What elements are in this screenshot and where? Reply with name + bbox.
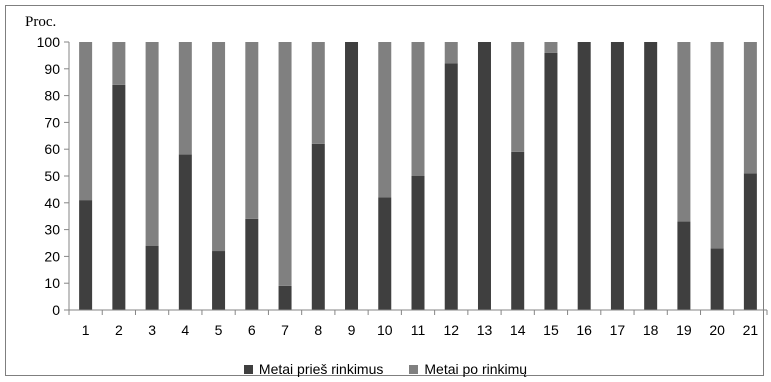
bar-before-18 — [644, 42, 658, 310]
bar-before-2 — [112, 84, 126, 310]
bar-after-21 — [743, 42, 757, 174]
bar-before-9 — [345, 42, 359, 310]
y-tick-label-0: 0 — [52, 302, 60, 318]
x-tick-label-6: 6 — [248, 322, 256, 338]
x-tick-label-4: 4 — [181, 322, 189, 338]
y-tick-label-50: 50 — [44, 168, 60, 184]
y-ticks-group: 0 10 20 30 40 50 60 70 80 90 100 — [37, 34, 61, 318]
bar-before-6 — [245, 218, 259, 310]
bar-before-14 — [511, 151, 525, 310]
x-tick-label-11: 11 — [411, 322, 426, 338]
x-tick-label-13: 13 — [477, 322, 493, 338]
bar-before-21 — [743, 173, 757, 310]
bar-after-6 — [245, 42, 259, 219]
y-tick-label-10: 10 — [44, 275, 60, 291]
x-tick-label-7: 7 — [281, 322, 289, 338]
x-tick-label-21: 21 — [743, 322, 759, 338]
y-tick-label-70: 70 — [44, 114, 60, 130]
bar-after-2 — [112, 42, 126, 85]
bar-after-8 — [311, 42, 325, 144]
bar-after-1 — [79, 42, 93, 201]
y-tick-label-60: 60 — [44, 141, 60, 157]
legend-entry-before: Metai prieš rinkimus — [243, 361, 384, 377]
legend-label-before: Metai prieš rinkimus — [258, 361, 384, 377]
bar-before-7 — [278, 285, 292, 310]
bar-before-15 — [544, 52, 558, 310]
y-axis-label: Proc. — [25, 14, 57, 30]
bar-before-19 — [677, 221, 691, 310]
y-tick-label-100: 100 — [37, 34, 61, 50]
x-tick-label-18: 18 — [643, 322, 659, 338]
x-tick-label-9: 9 — [348, 322, 356, 338]
bar-after-4 — [178, 42, 192, 155]
bar-before-11 — [411, 176, 425, 310]
bar-before-5 — [212, 251, 226, 310]
legend: Metai prieš rinkimus Metai po rinkimų — [0, 358, 771, 380]
bar-before-16 — [577, 42, 591, 310]
bar-after-10 — [378, 42, 392, 198]
bar-after-12 — [444, 42, 458, 64]
bar-after-15 — [544, 42, 558, 53]
y-tick-label-40: 40 — [44, 195, 60, 211]
bar-before-12 — [444, 63, 458, 310]
bar-after-3 — [145, 42, 159, 246]
bars-group — [79, 42, 757, 310]
bar-before-8 — [311, 143, 325, 310]
x-tick-label-16: 16 — [576, 322, 592, 338]
x-tick-label-1: 1 — [82, 322, 90, 338]
bar-after-20 — [710, 42, 724, 249]
bar-before-20 — [710, 248, 724, 310]
legend-label-after: Metai po rinkimų — [424, 361, 528, 377]
x-tick-label-17: 17 — [610, 322, 626, 338]
x-tick-label-2: 2 — [115, 322, 123, 338]
legend-entry-after: Metai po rinkimų — [409, 361, 527, 377]
x-tick-label-20: 20 — [709, 322, 725, 338]
bar-before-1 — [79, 200, 93, 310]
bar-after-14 — [511, 42, 525, 152]
bar-before-17 — [610, 42, 624, 310]
bar-before-13 — [477, 42, 491, 310]
bar-after-7 — [278, 42, 292, 286]
bar-before-3 — [145, 245, 159, 310]
bar-after-11 — [411, 42, 425, 176]
y-tick-label-30: 30 — [44, 222, 60, 238]
x-tick-label-3: 3 — [148, 322, 156, 338]
axes-group — [64, 41, 768, 315]
x-tick-label-10: 10 — [377, 322, 393, 338]
x-tick-label-19: 19 — [676, 322, 692, 338]
x-tick-label-8: 8 — [314, 322, 322, 338]
legend-swatch-after — [409, 364, 419, 374]
x-tick-label-15: 15 — [543, 322, 559, 338]
bar-after-19 — [677, 42, 691, 222]
y-tick-label-90: 90 — [44, 61, 60, 77]
x-tick-label-12: 12 — [443, 322, 459, 338]
legend-swatch-before — [243, 364, 253, 374]
y-tick-label-20: 20 — [44, 248, 60, 264]
bar-before-10 — [378, 197, 392, 310]
bar-before-4 — [178, 154, 192, 310]
y-tick-label-80: 80 — [44, 88, 60, 104]
x-tick-label-14: 14 — [510, 322, 526, 338]
x-tick-label-5: 5 — [215, 322, 223, 338]
x-ticks-group: 1 2 3 4 5 6 7 8 9 10 11 12 13 14 15 16 17 18 19 20 21 — [82, 322, 759, 338]
bar-after-5 — [212, 42, 226, 252]
